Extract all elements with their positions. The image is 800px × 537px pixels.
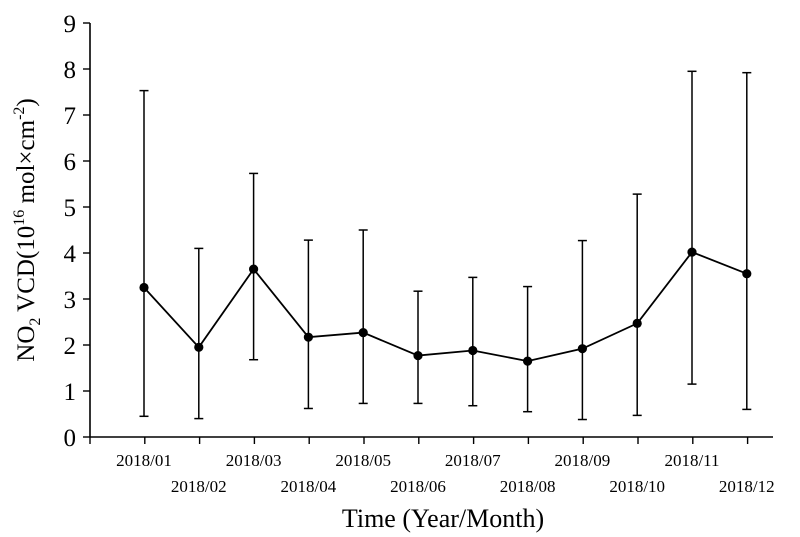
y-tick-label: 8 xyxy=(64,57,77,84)
error-bars xyxy=(139,70,752,421)
x-tick-label: 2018/04 xyxy=(281,477,337,496)
data-point xyxy=(468,345,478,356)
y-axis-title-prefix: NO xyxy=(13,326,40,362)
data-point xyxy=(577,344,588,354)
y-axis-title-middle: VCD(10 xyxy=(13,226,40,318)
x-tick-label: 2018/02 xyxy=(171,477,227,496)
series-line xyxy=(143,250,748,363)
x-tick-label: 2018/10 xyxy=(609,477,665,496)
y-tick-label: 5 xyxy=(64,195,77,222)
y-tick-label: 0 xyxy=(64,425,77,452)
x-tick-label: 2018/05 xyxy=(335,451,391,470)
data-point xyxy=(632,318,642,328)
x-ticks: 2018/01 2018/02 2018/03 2018/04 2018/05 2018/… xyxy=(89,437,775,496)
y-axis-title: NO2 VCD(1016 mol×cm-2) xyxy=(11,98,44,361)
y-ticks: 0 1 2 3 4 5 6 7 8 9 xyxy=(64,11,90,452)
data-point xyxy=(523,356,533,366)
data-point xyxy=(139,282,149,293)
y-tick-label: 7 xyxy=(64,103,77,130)
x-tick-label: 2018/11 xyxy=(664,451,719,470)
x-tick-label: 2018/01 xyxy=(116,451,172,470)
data-point xyxy=(687,247,697,257)
y-axis-title-subscript: 2 xyxy=(27,318,44,326)
data-point xyxy=(358,327,368,338)
y-tick-label: 1 xyxy=(64,379,77,406)
y-axis-title-superscript: 16 xyxy=(11,210,28,226)
x-tick-label: 2018/09 xyxy=(555,451,611,470)
data-point xyxy=(194,342,204,352)
data-point xyxy=(249,264,259,274)
data-points xyxy=(139,247,752,366)
y-tick-label: 9 xyxy=(64,11,77,38)
data-point xyxy=(742,269,752,279)
x-tick-label: 2018/08 xyxy=(500,477,556,496)
y-tick-label: 2 xyxy=(64,333,77,360)
y-axis-title-unit-superscript: -2 xyxy=(11,107,28,120)
y-tick-label: 3 xyxy=(64,287,77,314)
data-point xyxy=(303,332,313,342)
x-tick-label: 2018/07 xyxy=(445,451,501,470)
y-axis-title-unit: mol×cm xyxy=(13,119,40,209)
y-tick-label: 4 xyxy=(64,241,77,268)
x-tick-label: 2018/06 xyxy=(390,477,446,496)
x-tick-label: 2018/12 xyxy=(719,477,775,496)
y-tick-label: 6 xyxy=(64,149,77,176)
x-tick-label: 2018/03 xyxy=(226,451,282,470)
y-axis-title-suffix: ) xyxy=(13,98,40,106)
x-axis-title: Time (Year/Month) xyxy=(342,504,544,533)
data-point xyxy=(413,350,423,361)
